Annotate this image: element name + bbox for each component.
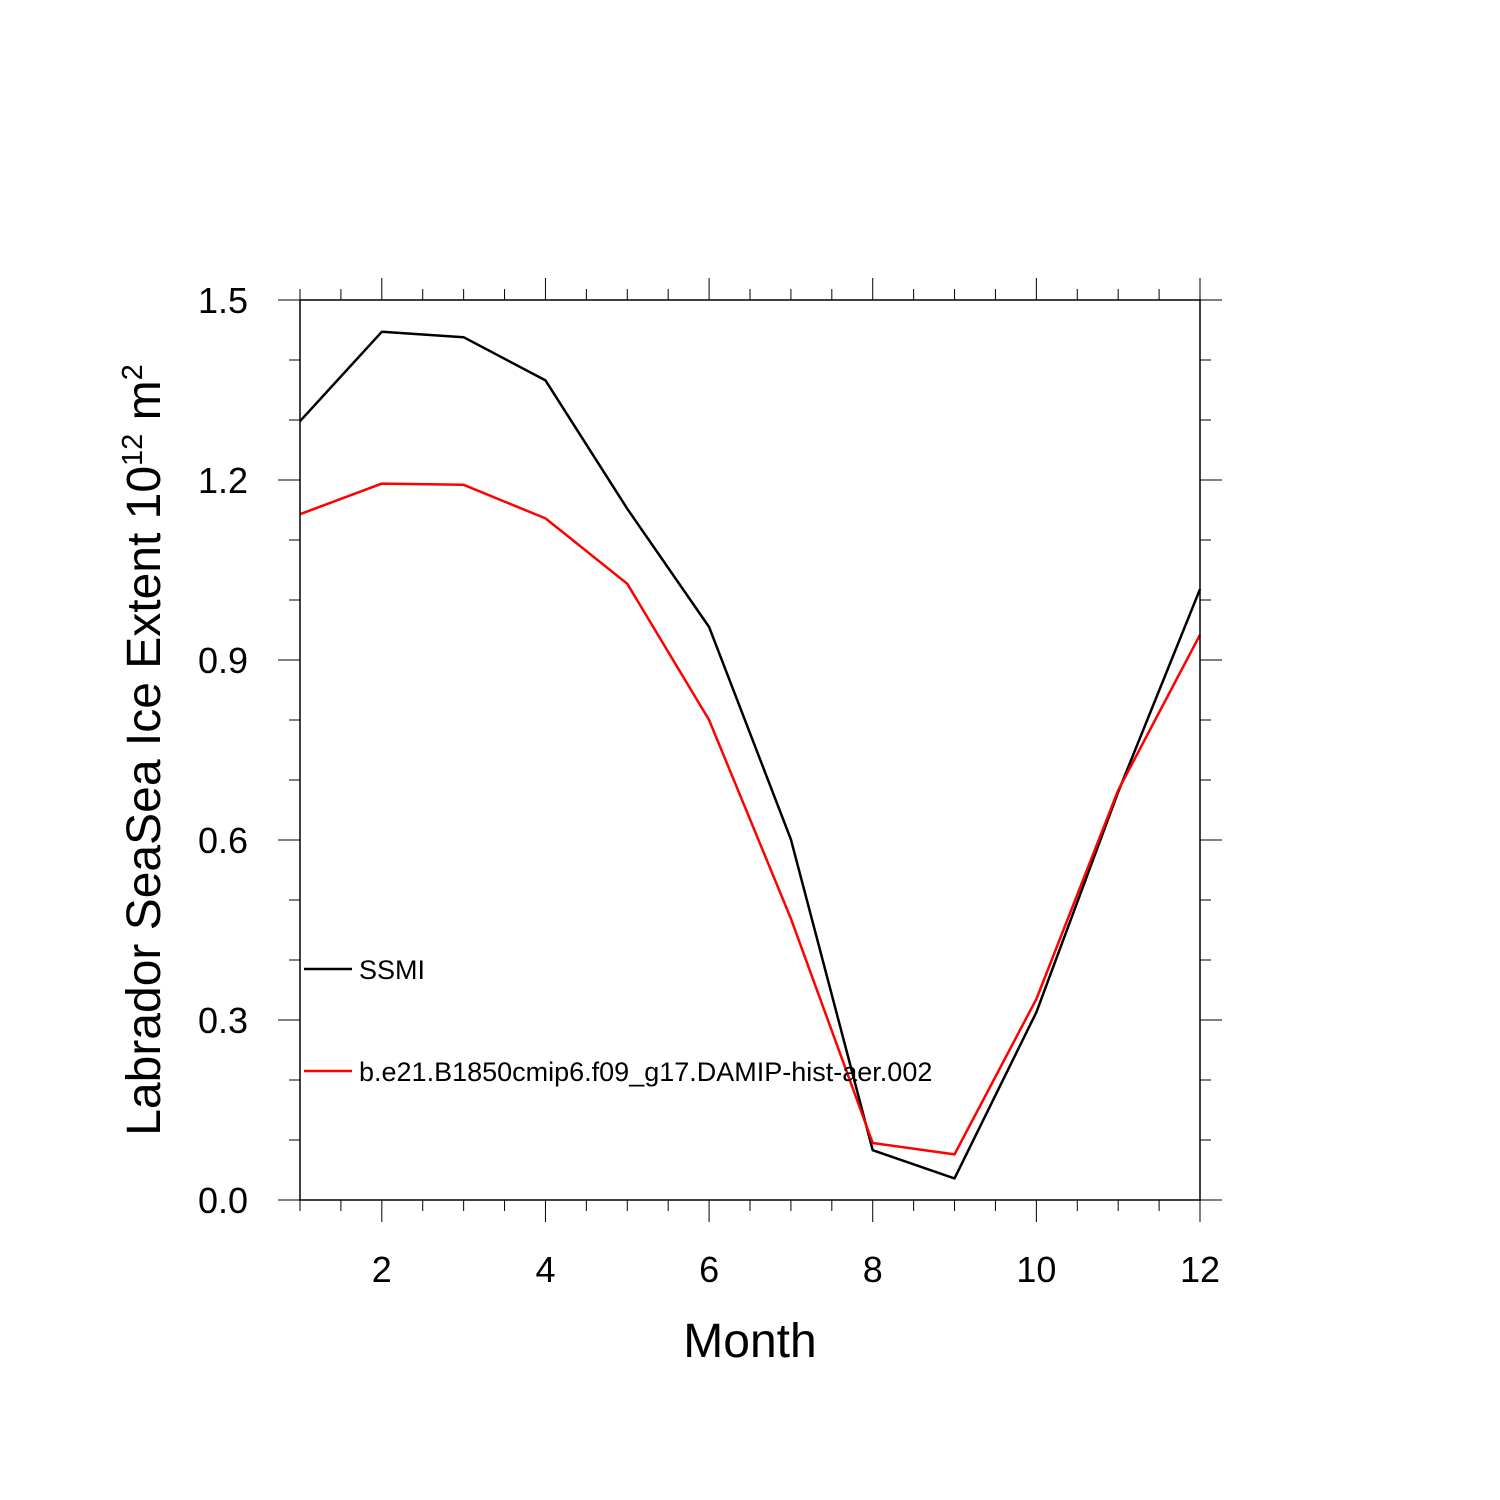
tick-labels: 2 4 6 8 10 12 0.0 0.3 0.6 0.9 1.2 1.5 (198, 280, 1220, 1290)
axis-ticks (278, 278, 1222, 1222)
x-tick-label: 8 (863, 1249, 883, 1290)
y-tick-label: 1.5 (198, 280, 248, 321)
y-tick-label: 0.9 (198, 640, 248, 681)
y-tick-label: 1.2 (198, 460, 248, 501)
legend-label-1: SSMI (359, 955, 425, 985)
x-tick-label: 10 (1016, 1249, 1056, 1290)
x-tick-label: 6 (699, 1249, 719, 1290)
legend-label-2: b.e21.B1850cmip6.f09_g17.DAMIP-hist-aer.… (359, 1057, 932, 1087)
x-tick-label: 2 (372, 1249, 392, 1290)
plot-frame (299, 299, 1201, 1201)
y-tick-label: 0.6 (198, 820, 248, 861)
x-axis-title: Month (683, 1315, 816, 1368)
y-axis-title: Labrador SeaSea Ice Extent 1012 m2 (117, 364, 171, 1136)
series-line-2 (299, 482, 1202, 1156)
series-line-1 (299, 330, 1202, 1180)
x-tick-label: 4 (535, 1249, 555, 1290)
y-tick-label: 0.3 (198, 1000, 248, 1041)
series-lines (299, 330, 1202, 1180)
legend: SSMI b.e21.B1850cmip6.f09_g17.DAMIP-hist-… (304, 955, 932, 1087)
y-tick-label: 0.0 (198, 1180, 248, 1221)
x-tick-label: 12 (1180, 1249, 1220, 1290)
